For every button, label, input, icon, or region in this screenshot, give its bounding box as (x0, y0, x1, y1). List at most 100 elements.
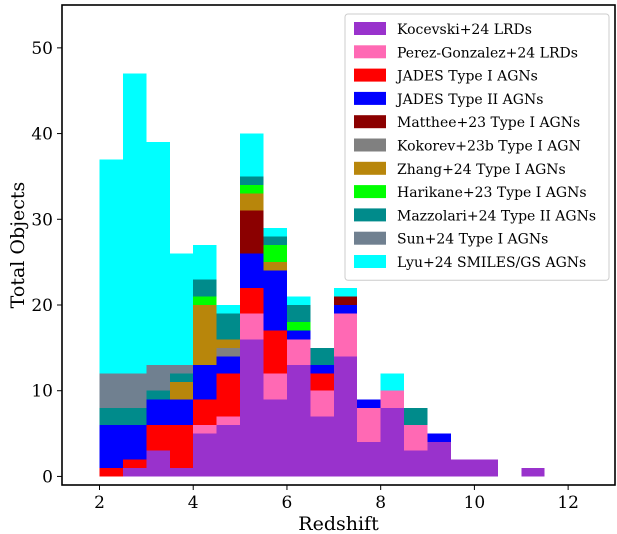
x-tick-label-1: 4 (188, 493, 199, 513)
bar-3-3 (169, 399, 194, 425)
bar-7-8 (286, 322, 311, 331)
bar-2-6 (240, 287, 264, 314)
legend-label-9: Sun+24 Type I AGNs (397, 232, 548, 248)
bar-10-10 (333, 287, 358, 297)
x-tick-label-5: 12 (557, 493, 579, 513)
legend-swatch-1 (354, 45, 386, 59)
bar-3-2 (146, 399, 170, 425)
bar-8-4 (193, 279, 217, 297)
bars-group (99, 73, 545, 477)
y-tick-label-1: 10 (31, 382, 53, 402)
bar-6-3 (169, 382, 194, 400)
legend-label-6: Zhang+24 Type I AGNs (397, 162, 566, 178)
bar-2-3 (169, 425, 194, 468)
bar-8-6 (240, 176, 264, 185)
bar-10-6 (240, 133, 264, 177)
bar-0-6 (240, 339, 264, 477)
bar-2-0 (99, 467, 123, 477)
bar-10-1 (122, 73, 147, 374)
legend-swatch-5 (354, 138, 386, 152)
bar-6-4 (193, 305, 217, 365)
bar-10-7 (263, 227, 287, 237)
x-tick-label-4: 10 (464, 493, 486, 513)
bar-8-2 (146, 390, 170, 400)
bar-3-1 (122, 425, 147, 460)
bar-0-15 (450, 459, 475, 477)
bar-0-16 (474, 459, 498, 477)
bar-4-6 (240, 210, 264, 254)
bar-2-7 (263, 330, 287, 374)
legend-swatch-4 (354, 115, 386, 129)
bar-1-13 (404, 425, 428, 451)
bar-2-1 (122, 459, 147, 468)
y-tick-label-2: 20 (31, 296, 53, 316)
legend-swatch-2 (354, 68, 386, 82)
bar-3-9 (310, 365, 334, 374)
bar-0-7 (263, 399, 287, 477)
bar-6-7 (263, 262, 287, 271)
legend-swatch-3 (354, 91, 386, 105)
legend-label-1: Perez-Gonzalez+24 LRDs (397, 45, 578, 61)
legend-swatch-10 (354, 255, 386, 268)
bar-3-11 (357, 399, 381, 408)
legend-label-10: Lyu+24 SMILES/GS AGNs (397, 255, 586, 271)
bar-4-10 (333, 296, 358, 305)
bar-8-7 (263, 236, 287, 245)
bar-8-13 (404, 407, 428, 425)
x-tick-label-0: 2 (94, 493, 105, 513)
legend-swatch-9 (354, 231, 386, 245)
y-axis-label: Total Objects (7, 182, 29, 309)
legend-label-4: Matthee+23 Type I AGNs (397, 115, 580, 131)
legend: Kocevski+24 LRDs Perez-Gonzalez+24 LRDs JA… (344, 13, 610, 281)
bar-0-18 (521, 467, 545, 477)
bar-0-1 (122, 467, 147, 477)
bar-8-1 (122, 407, 147, 425)
legend-label-2: JADES Type I AGNs (395, 69, 538, 85)
bar-0-4 (193, 433, 217, 477)
bar-1-8 (286, 339, 311, 365)
bar-0-12 (380, 407, 405, 477)
bar-9-0 (99, 373, 123, 408)
x-tick-label-3: 8 (375, 493, 386, 513)
bar-0-3 (169, 467, 194, 477)
bar-6-5 (216, 339, 241, 348)
bar-5-5 (216, 347, 241, 357)
bar-1-9 (310, 390, 334, 417)
bar-9-3 (169, 365, 194, 374)
bar-10-5 (216, 305, 241, 314)
legend-swatch-8 (354, 208, 386, 222)
bar-8-5 (216, 313, 241, 340)
bar-7-7 (263, 245, 287, 263)
y-tick-label-0: 0 (42, 467, 53, 487)
legend-swatch-6 (354, 161, 386, 175)
bar-3-6 (240, 253, 264, 288)
bar-8-9 (310, 347, 334, 365)
y-tick-label-3: 30 (31, 210, 53, 230)
bar-6-6 (240, 193, 264, 211)
bar-3-8 (286, 330, 311, 340)
bar-1-7 (263, 373, 287, 400)
bar-0-14 (427, 442, 451, 477)
bar-7-4 (193, 296, 217, 305)
legend-label-3: JADES Type II AGNs (395, 92, 543, 108)
plot-frame (61, 4, 616, 486)
bar-0-11 (357, 442, 381, 477)
bar-2-2 (146, 425, 170, 451)
bar-0-5 (216, 425, 241, 477)
bar-9-1 (122, 373, 147, 408)
legend-swatch-7 (354, 185, 386, 199)
bar-10-2 (146, 142, 170, 365)
bar-2-9 (310, 373, 334, 391)
bar-1-5 (216, 416, 241, 425)
bar-1-10 (333, 313, 358, 357)
bar-1-12 (380, 390, 405, 408)
legend-label-0: Kocevski+24 LRDs (397, 22, 532, 38)
bar-0-8 (286, 365, 311, 477)
bar-3-0 (99, 425, 123, 468)
bar-10-12 (380, 373, 405, 391)
legend-swatch-0 (354, 22, 386, 35)
bar-1-11 (357, 407, 381, 443)
bar-1-4 (193, 425, 217, 434)
bar-3-7 (263, 270, 287, 331)
